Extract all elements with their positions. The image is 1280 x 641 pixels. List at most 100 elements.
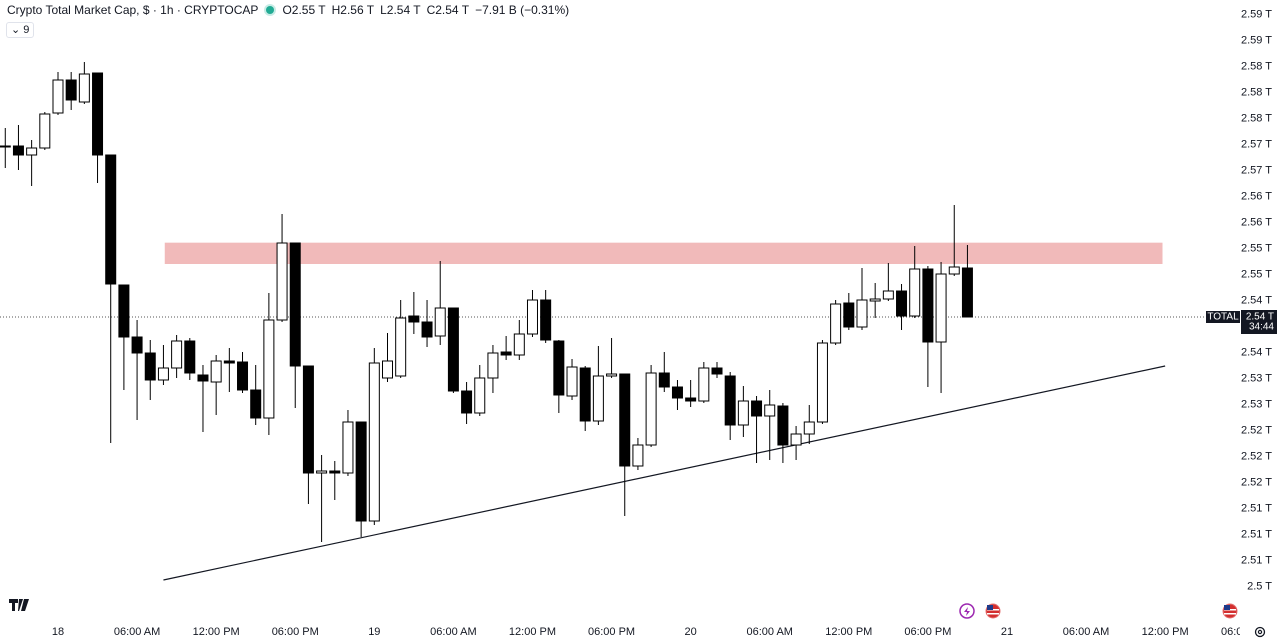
candle-body	[698, 367, 710, 402]
ohlc-value: 2.54 T	[435, 3, 470, 17]
candle-body	[316, 470, 328, 474]
y-tick-label: 2.56 T	[1241, 217, 1272, 229]
x-axis: 18 06:00 AM 12:00 PM 06:00 PM 19 06:00 AM 12:0…	[52, 626, 1240, 638]
candle-body	[764, 404, 776, 417]
y-tick-label: 2.51 T	[1241, 529, 1272, 541]
y-tick-label: 2.52 T	[1241, 477, 1272, 489]
candle-body	[685, 397, 697, 402]
y-tick-label: 2.51 T	[1241, 555, 1272, 567]
y-tick-label: 2.57 T	[1241, 139, 1272, 151]
candle-body	[711, 367, 723, 375]
candle-body	[289, 242, 301, 367]
candle-body	[223, 360, 235, 364]
header: Crypto Total Market Cap, $ · 1h · CRYPTO…	[7, 3, 569, 17]
y-tick-label: 2.53 T	[1241, 373, 1272, 385]
y-tick-label: 2.56 T	[1241, 191, 1272, 203]
ohlc-item: H2.56 T	[332, 3, 374, 17]
candle-body	[65, 79, 77, 101]
candle-body	[882, 290, 894, 300]
candle-body	[487, 352, 499, 379]
y-tick-label: 2.58 T	[1241, 61, 1272, 73]
x-tick-label: 06:00 AM	[1063, 626, 1109, 638]
candle-body	[461, 390, 473, 414]
candle-body	[513, 333, 525, 356]
x-tick-label: 06:00 AM	[430, 626, 476, 638]
candle-body	[803, 421, 815, 435]
candle-body	[39, 113, 51, 149]
candle-body	[658, 372, 670, 388]
last-price-badge	[1241, 310, 1277, 334]
indicators-count: 9	[23, 24, 30, 36]
candle-body	[830, 303, 842, 344]
candle-body	[144, 352, 156, 381]
trendline	[163, 365, 1166, 581]
x-tick-label: 19	[368, 626, 380, 638]
y-tick-label: 2.52 T	[1241, 425, 1272, 437]
candle-body	[131, 336, 143, 354]
candle-body	[368, 362, 380, 522]
y-tick-label: 2.55 T	[1241, 243, 1272, 255]
symbol-badge	[1206, 311, 1240, 323]
x-tick-label: 06:00 PM	[904, 626, 951, 638]
candle-body	[0, 145, 11, 148]
y-tick-label: 2.55 T	[1241, 269, 1272, 281]
us-flag-icon[interactable]	[985, 603, 1001, 619]
y-tick-label: 2.58 T	[1241, 87, 1272, 99]
symbol-label: TOTAL	[1207, 312, 1239, 323]
candle-body	[751, 400, 763, 417]
x-tick-label: 21	[1001, 626, 1013, 638]
ohlc-item: C2.54 T	[427, 3, 469, 17]
plot-area	[0, 62, 1240, 581]
us-flag-icon[interactable]	[1222, 603, 1238, 619]
x-tick-label: 20	[685, 626, 697, 638]
candle-body	[118, 284, 130, 338]
y-tick-label: 2.53 T	[1241, 399, 1272, 411]
axes: 2.5 T 2.51 T 2.51 T 2.51 T 2.52 T 2.52 T 2.52 …	[52, 9, 1277, 638]
candle-body	[790, 433, 802, 446]
settings-icon[interactable]	[1254, 626, 1266, 638]
candle-body	[724, 375, 736, 426]
ohlc-value: 2.56 T	[340, 3, 375, 17]
ohlc-key: L	[380, 3, 387, 17]
candle-body	[12, 145, 24, 156]
event-icon[interactable]	[959, 603, 975, 619]
candle-body	[909, 268, 921, 317]
tv-logo	[9, 599, 29, 611]
candle-body	[184, 340, 196, 374]
candle-body	[329, 470, 341, 474]
candle-body	[408, 315, 420, 323]
candle-body	[540, 299, 552, 341]
candle-body	[592, 375, 604, 422]
candle-body	[171, 340, 183, 369]
y-tick-label: 2.58 T	[1241, 113, 1272, 125]
ohlc-key: H	[331, 3, 341, 17]
ohlc-values: O2.55 T H2.56 T L2.54 T C2.54 T	[282, 3, 475, 17]
candle-body	[105, 154, 117, 285]
countdown-label: 34:44	[1249, 322, 1274, 333]
candle-body	[856, 299, 868, 328]
candle-body	[276, 242, 288, 321]
ohlc-key: O	[282, 3, 292, 17]
y-tick-label: 2.57 T	[1241, 165, 1272, 177]
candle-body	[961, 267, 973, 318]
candle-body	[553, 340, 565, 396]
x-tick-label: 06:00 PM	[588, 626, 635, 638]
ohlc-key: C	[426, 3, 436, 17]
indicators-toggle[interactable]: ⌄ 9	[6, 22, 35, 38]
ohlc-value: 2.54 T	[386, 3, 421, 17]
y-tick-label: 2.52 T	[1241, 451, 1272, 463]
candle-body	[948, 266, 960, 275]
candle-body	[52, 79, 64, 114]
candle-body	[210, 360, 222, 383]
last-price-label: 2.54 T	[1246, 312, 1274, 323]
candle-body	[78, 73, 90, 103]
candle-body	[816, 342, 828, 423]
candle-body	[566, 366, 578, 397]
change-label: −7.91 B (−0.31%)	[475, 3, 570, 17]
x-tick-label: 12:00 PM	[1142, 626, 1189, 638]
y-tick-label: 2.5 T	[1247, 581, 1272, 593]
x-tick-label: 06:00 AM	[114, 626, 160, 638]
candle-body	[619, 373, 631, 467]
chart-title: Crypto Total Market Cap, $ · 1h · CRYPTO…	[7, 3, 259, 17]
